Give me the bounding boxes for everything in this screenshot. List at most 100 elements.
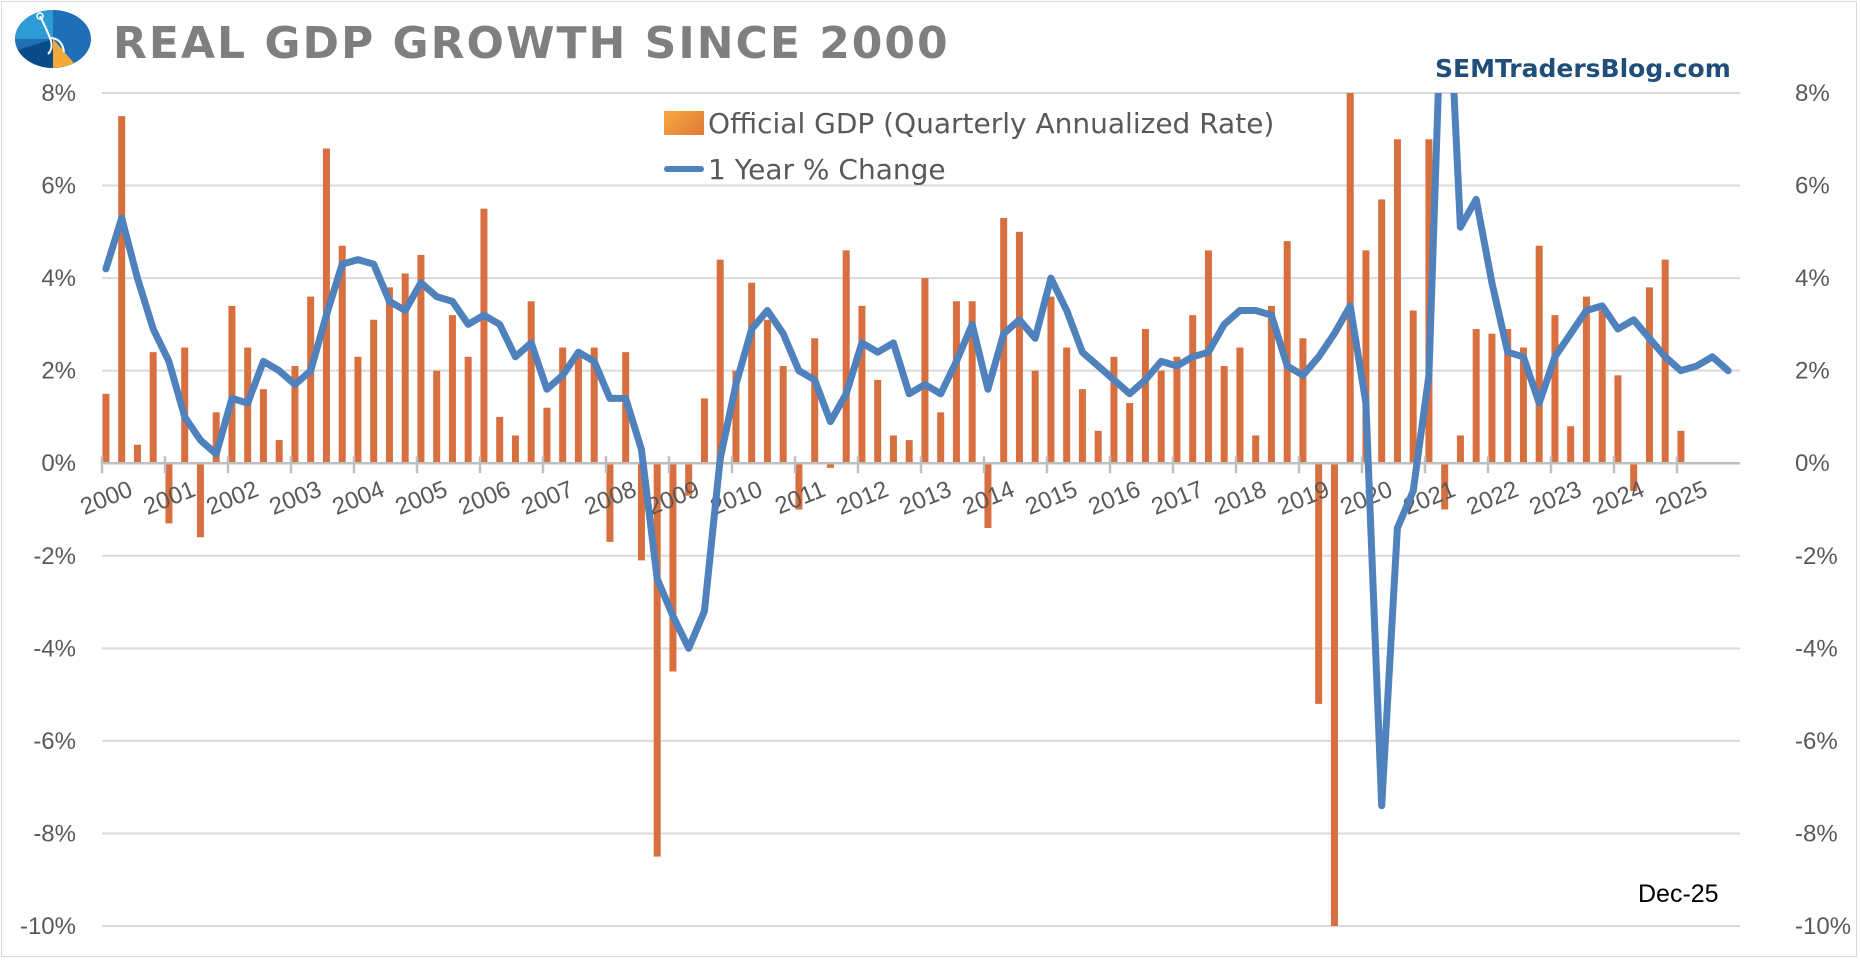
legend-item-bars: Official GDP (Quarterly Annualized Rate) — [664, 100, 1274, 146]
gdp-bar — [354, 356, 362, 464]
gdp-bar — [1567, 426, 1575, 464]
gdp-bar — [779, 366, 787, 464]
gdp-bar — [1204, 250, 1212, 464]
gdp-bar — [826, 463, 834, 468]
gdp-bar — [1409, 310, 1417, 464]
gdp-bar — [1551, 315, 1559, 464]
gdp-bar — [1519, 347, 1527, 464]
y-tick-label-right: 6% — [1795, 173, 1830, 200]
gdp-bar — [1362, 250, 1370, 464]
gdp-bar — [133, 444, 141, 464]
legend-swatch-line — [664, 166, 704, 172]
y-tick-label-left: 2% — [41, 358, 76, 385]
gdp-bar — [1094, 430, 1102, 464]
gdp-bar — [1157, 370, 1165, 464]
gdp-bar — [637, 463, 645, 561]
gdp-bar — [1472, 329, 1480, 464]
x-tick-label: 2024 — [1589, 476, 1649, 521]
gdp-bar — [952, 301, 960, 464]
y-tick-label-right: -4% — [1795, 635, 1838, 662]
gdp-bar — [275, 440, 283, 464]
gdp-bar — [685, 463, 693, 496]
gdp-bar — [401, 273, 409, 464]
gdp-bar — [700, 398, 708, 464]
gdp-bar — [1078, 389, 1086, 464]
x-tick-label: 2017 — [1148, 476, 1208, 521]
y-tick-label-right: 8% — [1795, 80, 1830, 107]
gdp-bar — [433, 370, 441, 464]
gdp-bar — [905, 440, 913, 464]
gdp-bar — [1645, 287, 1653, 464]
gdp-bar — [1504, 329, 1512, 464]
gdp-bar — [338, 245, 346, 464]
gdp-bar — [1315, 463, 1323, 704]
y-tick-label-left: -2% — [33, 543, 76, 570]
gdp-bar — [858, 305, 866, 464]
legend-label-bars: Official GDP (Quarterly Annualized Rate) — [708, 106, 1275, 140]
gdp-bar — [448, 315, 456, 464]
gdp-bar — [1535, 245, 1543, 464]
gdp-bar — [1378, 199, 1386, 464]
gdp-bar — [1630, 463, 1638, 491]
gdp-bar — [1598, 310, 1606, 464]
x-tick-label: 2003 — [266, 476, 326, 521]
legend: Official GDP (Quarterly Annualized Rate)… — [664, 100, 1274, 192]
gdp-bar — [1330, 463, 1338, 926]
gdp-bar — [842, 250, 850, 464]
gdp-bar — [559, 347, 567, 464]
x-tick-label: 2016 — [1085, 476, 1145, 521]
y-tick-label-right: -2% — [1795, 543, 1838, 570]
y-tick-label-left: -10% — [20, 913, 76, 940]
gdp-bar — [259, 389, 267, 464]
gdp-bar — [653, 463, 661, 857]
gdp-bar — [118, 116, 126, 464]
gdp-bar — [307, 296, 315, 464]
x-tick-label: 2023 — [1526, 476, 1586, 521]
gdp-bar — [1110, 356, 1118, 464]
one-year-change-line — [102, 93, 1732, 810]
legend-item-line: 1 Year % Change — [664, 146, 1274, 192]
y-tick-label-right: -8% — [1795, 820, 1838, 847]
gdp-bar — [464, 356, 472, 464]
x-tick-label: 2011 — [771, 476, 829, 520]
gdp-bar — [1441, 463, 1449, 510]
gdp-bar — [968, 301, 976, 464]
gdp-bar — [543, 407, 551, 464]
legend-label-line: 1 Year % Change — [708, 152, 946, 186]
gdp-bar — [1173, 356, 1181, 464]
compass-pie-logo-icon — [15, 10, 91, 68]
gdp-bar — [874, 379, 882, 464]
gdp-bar — [102, 393, 110, 464]
gdp-bar — [606, 463, 614, 542]
chart-title: REAL GDP GROWTH SINCE 2000 — [113, 18, 950, 69]
gdp-bar — [1456, 435, 1464, 464]
gdp-bar — [291, 366, 299, 464]
legend-swatch-bar — [664, 111, 704, 135]
x-tick-label: 2012 — [833, 476, 893, 521]
y-tick-label-left: 4% — [41, 265, 76, 292]
x-tick-label: 2025 — [1652, 476, 1712, 521]
y-tick-label-left: -8% — [33, 820, 76, 847]
x-tick-label: 2018 — [1211, 476, 1271, 521]
y-tick-label-right: -10% — [1795, 913, 1851, 940]
gdp-bar — [748, 282, 756, 464]
x-tick-label: 2004 — [329, 476, 389, 521]
gdp-bar — [370, 319, 378, 464]
gdp-bar — [527, 301, 535, 464]
date-label: Dec-25 — [1638, 880, 1719, 908]
gdp-bar — [937, 412, 945, 464]
gdp-bar — [165, 463, 173, 524]
gdp-bar — [385, 287, 393, 464]
gdp-bar — [811, 338, 819, 464]
gdp-bar — [590, 347, 598, 464]
x-tick-label: 2006 — [455, 476, 515, 521]
y-tick-label-right: 2% — [1795, 358, 1830, 385]
gdp-bar — [1299, 338, 1307, 464]
watermark-link[interactable]: SEMTradersBlog.com — [1435, 54, 1731, 83]
gdp-bar — [574, 356, 582, 464]
x-tick-label: 2005 — [392, 476, 452, 521]
gdp-bar — [1189, 315, 1197, 464]
gdp-bar — [496, 416, 504, 464]
gdp-bar — [1031, 370, 1039, 464]
